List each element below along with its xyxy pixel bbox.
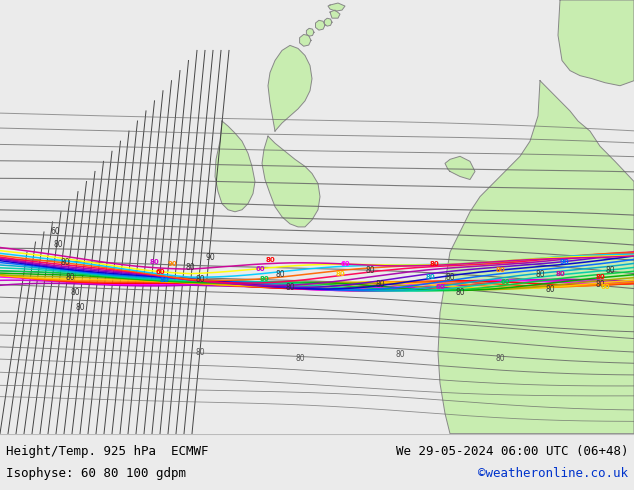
Text: 80: 80 [53,240,63,248]
Polygon shape [262,136,320,227]
Text: 80: 80 [605,266,615,275]
Polygon shape [328,3,345,11]
Text: Isophyse: 60 80 100 gdpm: Isophyse: 60 80 100 gdpm [6,467,186,480]
Text: 60: 60 [340,261,350,267]
Text: 80: 80 [70,288,80,297]
Text: 80: 80 [265,257,275,263]
Text: 80: 80 [60,258,70,267]
Polygon shape [330,10,340,18]
Text: 90: 90 [167,261,177,267]
Text: 90: 90 [560,259,570,265]
Polygon shape [300,34,311,46]
Text: 80: 80 [365,266,375,275]
Text: 80: 80 [260,276,270,282]
Text: 80: 80 [150,259,160,265]
Text: 80: 80 [595,280,605,289]
Text: ©weatheronline.co.uk: ©weatheronline.co.uk [478,467,628,480]
Text: We 29-05-2024 06:00 UTC (06+48): We 29-05-2024 06:00 UTC (06+48) [396,445,628,458]
Polygon shape [438,81,634,434]
Text: 60: 60 [50,227,60,237]
Text: 80: 80 [195,348,205,358]
Text: 80: 80 [75,303,85,312]
Text: 80: 80 [160,277,170,283]
Text: 80: 80 [375,280,385,289]
Text: 80: 80 [495,267,505,273]
Text: 80: 80 [295,353,305,363]
Polygon shape [445,156,475,179]
Text: 80: 80 [65,273,75,282]
Text: 60: 60 [500,279,510,285]
Polygon shape [215,121,255,212]
Text: 80: 80 [185,263,195,272]
Text: Height/Temp. 925 hPa  ECMWF: Height/Temp. 925 hPa ECMWF [6,445,209,458]
Polygon shape [316,20,325,30]
Text: 80: 80 [275,270,285,279]
Text: 80: 80 [445,273,455,282]
Text: 60: 60 [155,270,165,275]
Text: 60: 60 [435,284,445,291]
Text: 60: 60 [256,266,265,272]
Polygon shape [558,0,634,86]
Polygon shape [306,28,314,36]
Text: 60: 60 [600,284,610,291]
Text: 80: 80 [545,285,555,294]
Text: 80: 80 [425,274,435,280]
Text: 80: 80 [455,288,465,297]
Text: 80: 80 [395,350,405,360]
Text: 80: 80 [430,261,440,267]
Polygon shape [268,46,312,131]
Text: 90: 90 [205,253,215,262]
Text: 80: 80 [535,270,545,279]
Text: 80: 80 [595,274,605,280]
Polygon shape [325,18,332,26]
Text: 80: 80 [195,275,205,284]
Text: 80: 80 [555,271,565,277]
Text: 80: 80 [495,353,505,363]
Text: 80: 80 [335,271,345,277]
Text: 80: 80 [285,283,295,292]
